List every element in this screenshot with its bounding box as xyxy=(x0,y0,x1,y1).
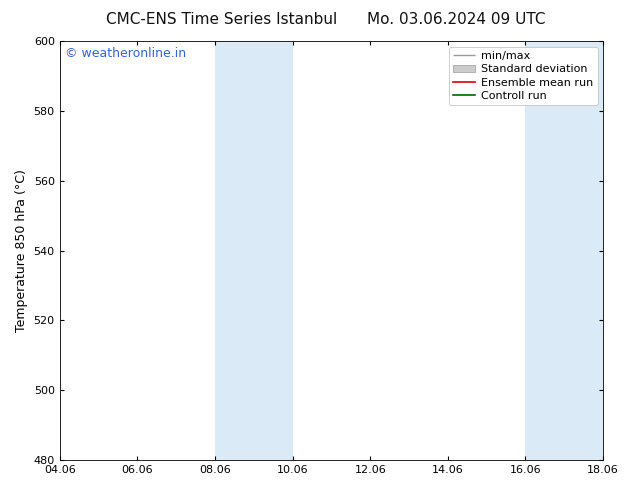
Bar xyxy=(215,41,292,460)
Y-axis label: Temperature 850 hPa (°C): Temperature 850 hPa (°C) xyxy=(15,169,28,332)
Bar xyxy=(526,41,603,460)
Text: © weatheronline.in: © weatheronline.in xyxy=(65,48,186,60)
Text: Mo. 03.06.2024 09 UTC: Mo. 03.06.2024 09 UTC xyxy=(367,12,546,27)
Legend: min/max, Standard deviation, Ensemble mean run, Controll run: min/max, Standard deviation, Ensemble me… xyxy=(449,47,598,105)
Text: CMC-ENS Time Series Istanbul: CMC-ENS Time Series Istanbul xyxy=(107,12,337,27)
